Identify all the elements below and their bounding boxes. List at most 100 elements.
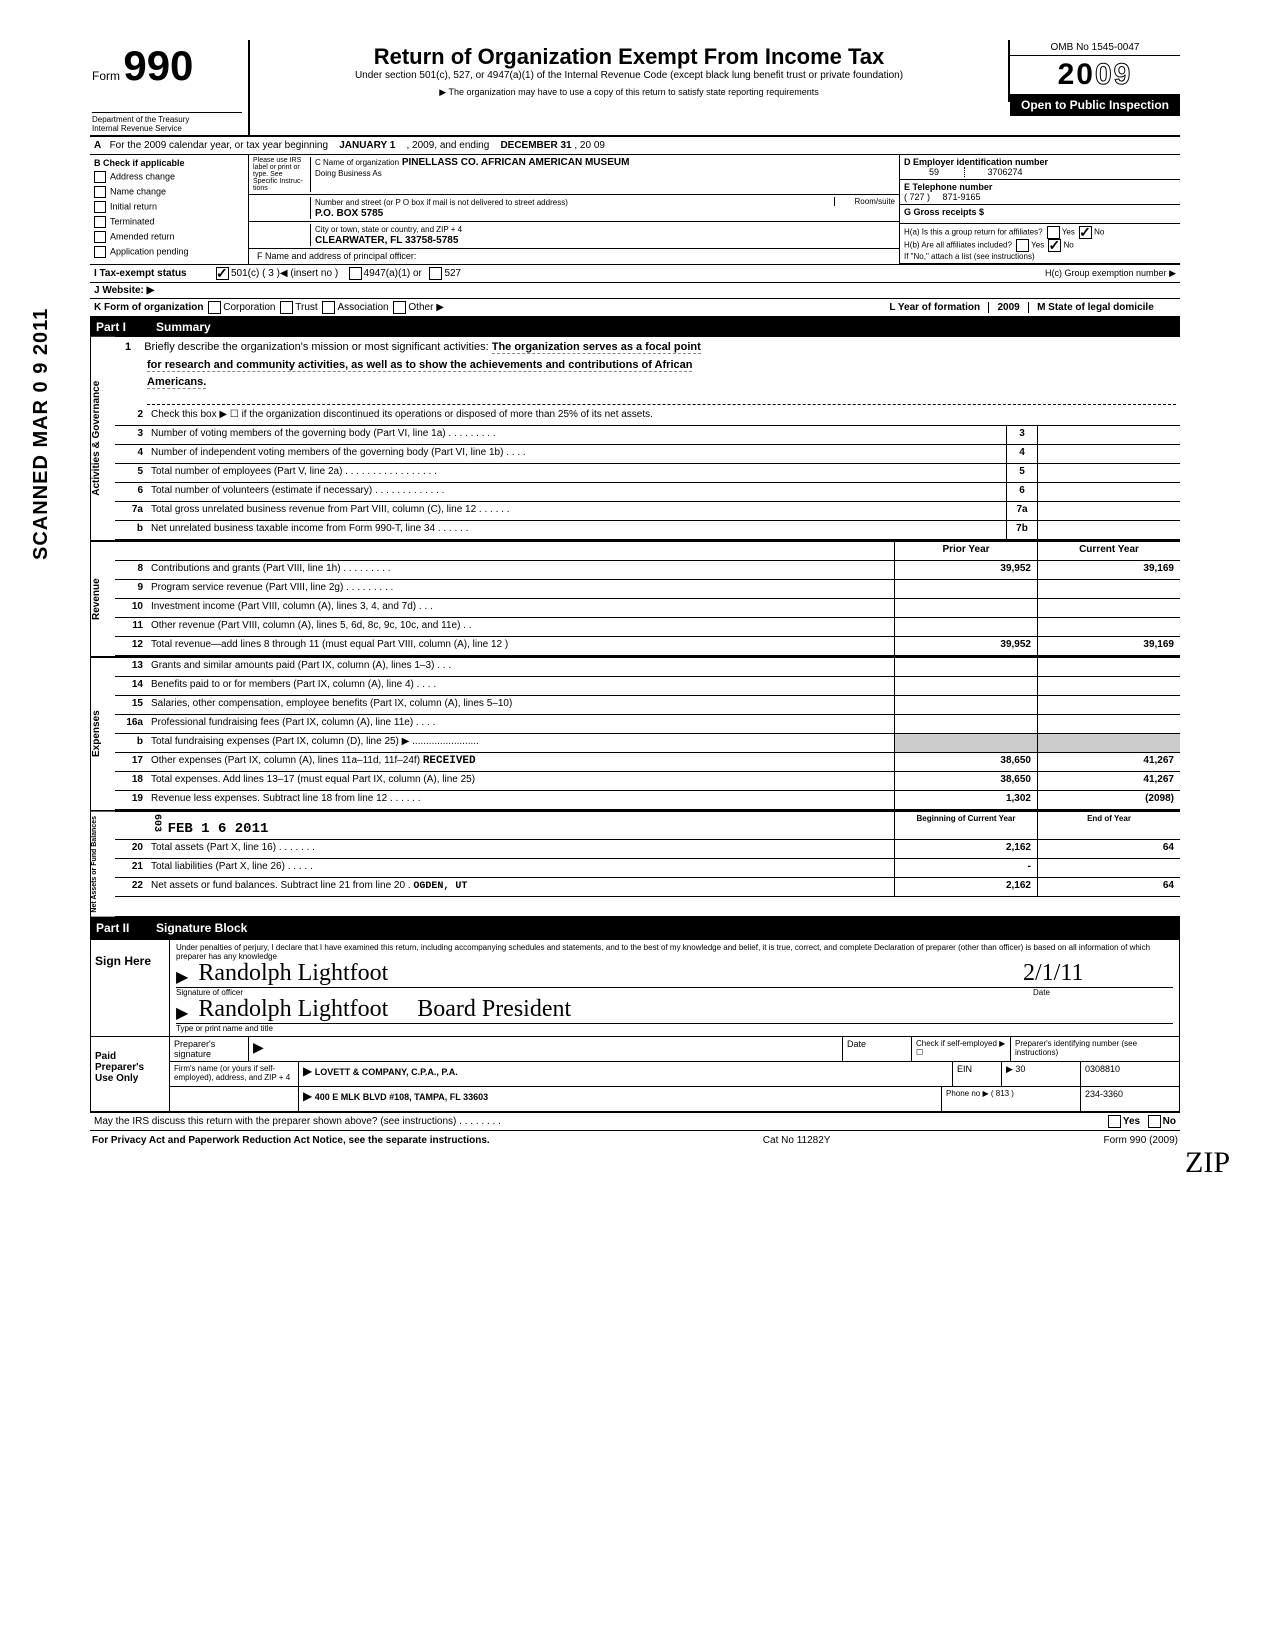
omb-number: OMB No 1545-0047	[1010, 40, 1180, 56]
hb-note: If "No," attach a list (see instructions…	[904, 252, 1035, 261]
l18-prior: 38,650	[894, 772, 1037, 790]
cb-address-change[interactable]: Address change	[110, 171, 175, 181]
cb-name-change[interactable]: Name change	[110, 186, 166, 196]
l20-prior: 2,162	[894, 840, 1037, 858]
stamp-received: RECEIVED	[423, 755, 476, 767]
discuss-no[interactable]: No	[1163, 1116, 1176, 1127]
line16a: Professional fundraising fees (Part IX, …	[149, 715, 894, 733]
col-b-header: B Check if applicable	[94, 158, 244, 168]
l19-curr: (2098)	[1037, 791, 1180, 809]
row-a-prefix: A	[94, 140, 101, 151]
discuss-yes[interactable]: Yes	[1123, 1116, 1140, 1127]
line7b: Net unrelated business taxable income fr…	[149, 521, 1006, 539]
l17-prior: 38,650	[894, 753, 1037, 771]
l12-prior: 39,952	[894, 637, 1037, 655]
block-b-h: B Check if applicable Address change Nam…	[90, 155, 1180, 265]
year-formation: 2009	[988, 302, 1028, 313]
hdr-beg: Beginning of Current Year	[894, 812, 1037, 839]
prep-firm-label: Firm's name (or yours if self-employed),…	[170, 1062, 299, 1086]
ha-no[interactable]: No	[1094, 228, 1104, 237]
perjury-text: Under penalties of perjury, I declare th…	[176, 943, 1173, 961]
form-subtitle: Under section 501(c), 527, or 4947(a)(1)…	[258, 70, 1000, 81]
row-l-label: L Year of formation	[889, 302, 980, 313]
row-a-mid: , 2009, and ending	[406, 140, 489, 151]
l8-curr: 39,169	[1037, 561, 1180, 579]
exempt-501c[interactable]: 501(c) ( 3 )◀ (insert no )	[231, 268, 338, 279]
ein-1: 59	[904, 167, 965, 177]
exempt-4947[interactable]: 4947(a)(1) or	[364, 268, 422, 279]
org-other[interactable]: Other ▶	[408, 302, 443, 313]
prep-sig-label: Preparer's signature	[170, 1037, 249, 1061]
prep-phone: 234-3360	[1081, 1087, 1179, 1111]
line11: Other revenue (Part VIII, column (A), li…	[149, 618, 894, 636]
org-trust[interactable]: Trust	[295, 302, 317, 313]
paid-preparer-label: Paid Preparer's Use Only	[91, 1037, 170, 1111]
sig-date: 2/1/11	[1013, 960, 1173, 987]
hdr-end: End of Year	[1037, 812, 1180, 839]
tax-year-begin: JANUARY 1	[339, 140, 395, 151]
line6: Total number of volunteers (estimate if …	[149, 483, 1006, 501]
prep-ein2: 0308810	[1081, 1062, 1179, 1086]
line7a: Total gross unrelated business revenue f…	[149, 502, 1006, 520]
cb-amended[interactable]: Amended return	[110, 231, 175, 241]
line16b: Total fundraising expenses (Part IX, col…	[149, 734, 894, 752]
prep-ein: ▶ 30	[1002, 1062, 1081, 1086]
gross-label: G Gross receipts $	[904, 207, 984, 217]
side-expenses: Expenses	[90, 658, 115, 810]
exempt-527[interactable]: 527	[444, 268, 461, 279]
hb-no[interactable]: No	[1063, 241, 1073, 250]
part1-num: Part I	[96, 320, 156, 334]
side-revenue: Revenue	[90, 542, 115, 656]
street-label: Number and street (or P O box if mail is…	[315, 198, 568, 207]
form-title: Return of Organization Exempt From Incom…	[258, 44, 1000, 70]
org-assoc[interactable]: Association	[337, 302, 388, 313]
zip-annotation: ZIP	[1185, 1146, 1230, 1180]
open-to-public: Open to Public Inspection	[1010, 94, 1180, 116]
l17-curr: 41,267	[1037, 753, 1180, 771]
cb-initial-return[interactable]: Initial return	[110, 201, 157, 211]
l18-curr: 41,267	[1037, 772, 1180, 790]
mission-text2: for research and community activities, a…	[147, 359, 692, 372]
l20-curr: 64	[1037, 840, 1180, 858]
ein-label: D Employer identification number	[904, 157, 1048, 167]
city-label: City or town, state or country, and ZIP …	[315, 225, 462, 234]
side-governance: Activities & Governance	[90, 337, 115, 540]
line1-num: 1	[125, 341, 131, 353]
street-value: P.O. BOX 5785	[315, 208, 383, 219]
l22-prior: 2,162	[894, 878, 1037, 896]
stamp-feb: FEB 1 6 2011	[168, 821, 269, 837]
hb-yes[interactable]: Yes	[1031, 241, 1044, 250]
footer-right: Form 990 (2009)	[1104, 1135, 1178, 1146]
form-number: 990	[123, 42, 193, 89]
line17: Other expenses (Part IX, column (A), lin…	[149, 753, 894, 771]
line3: Number of voting members of the governin…	[149, 426, 1006, 444]
line8: Contributions and grants (Part VIII, lin…	[149, 561, 894, 579]
date-label: Date	[1033, 988, 1173, 997]
prep-phone-label: Phone no ▶ ( 813 )	[942, 1087, 1081, 1111]
stamp-ogden: OGDEN, UT	[413, 881, 467, 892]
ha-yes[interactable]: Yes	[1062, 228, 1075, 237]
line2: Check this box ▶ ☐ if the organization d…	[149, 407, 1180, 425]
part1-header: Part I Summary	[90, 317, 1180, 337]
discuss-text: May the IRS discuss this return with the…	[94, 1116, 1106, 1127]
part2-header: Part II Signature Block	[90, 918, 1180, 938]
part2-title: Signature Block	[156, 921, 247, 935]
org-corp[interactable]: Corporation	[223, 302, 275, 313]
line20: Total assets (Part X, line 16) . . . . .…	[149, 840, 894, 858]
side-netassets: Net Assets or Fund Balances	[90, 812, 115, 917]
prep-ptin-label: Preparer's identifying number (see instr…	[1011, 1037, 1179, 1061]
row-a-suffix: , 20 09	[574, 140, 605, 151]
cb-pending[interactable]: Application pending	[110, 246, 189, 256]
year-09: 09	[1095, 58, 1132, 91]
line15: Salaries, other compensation, employee b…	[149, 696, 894, 714]
row-m-label: M State of legal domicile	[1037, 302, 1154, 313]
footer-mid: Cat No 11282Y	[763, 1135, 831, 1146]
ein-2: 3706274	[968, 167, 1023, 177]
l22-curr: 64	[1037, 878, 1180, 896]
hc-label: H(c) Group exemption number ▶	[1045, 268, 1176, 279]
city-value: CLEARWATER, FL 33758-5785	[315, 235, 458, 246]
officer-title: Board President	[407, 996, 581, 1023]
instr-label: Please use IRS label or print or type. S…	[253, 157, 311, 192]
cb-terminated[interactable]: Terminated	[110, 216, 155, 226]
row-a-text: For the 2009 calendar year, or tax year …	[110, 140, 328, 151]
